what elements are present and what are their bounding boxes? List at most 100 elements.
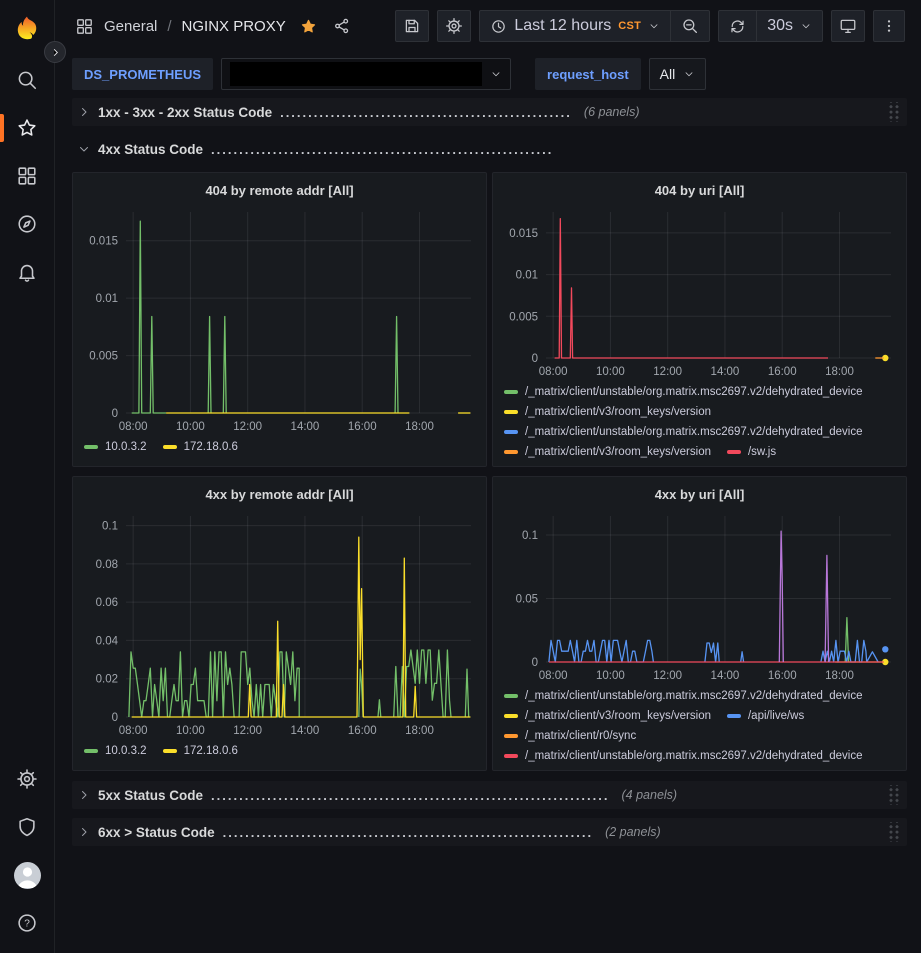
legend-item[interactable]: 172.18.0.6 xyxy=(162,437,238,457)
sidebar-item-alerting[interactable] xyxy=(0,248,54,296)
legend-item[interactable]: /_matrix/client/v3/room_keys/version xyxy=(504,706,711,726)
refresh-interval-picker[interactable]: 30s xyxy=(756,11,822,41)
timeseries-chart[interactable]: 0 0.005 0.01 0.015 08:00 10:00 12:00 14:00 16:00… xyxy=(500,202,899,460)
svg-text:14:00: 14:00 xyxy=(711,670,740,682)
time-picker-group: Last 12 hours CST xyxy=(479,10,711,42)
timeseries-chart[interactable]: 0 0.02 0.04 0.06 0.08 0.1 08:00 10:00 12:00 14:00… xyxy=(80,506,479,763)
zoom-out-button[interactable] xyxy=(670,11,709,41)
svg-text:0.02: 0.02 xyxy=(96,674,118,686)
legend-item[interactable]: /_matrix/client/unstable/org.matrix.msc2… xyxy=(504,382,863,402)
row-drag-handle-icon[interactable] xyxy=(887,785,899,805)
svg-text:0.01: 0.01 xyxy=(96,293,118,305)
svg-text:08:00: 08:00 xyxy=(539,670,568,682)
legend-item[interactable]: /sw.js xyxy=(726,442,776,460)
request-host-variable-label[interactable]: request_host xyxy=(535,58,641,90)
panel-title[interactable]: 404 by uri [All] xyxy=(654,182,745,198)
series-color-swatch xyxy=(504,450,518,454)
shield-icon xyxy=(16,816,38,838)
panel-title[interactable]: 4xx by remote addr [All] xyxy=(205,486,354,502)
row-leader-dots: ........................................… xyxy=(211,787,610,803)
series-name: 172.18.0.6 xyxy=(183,745,238,757)
row-panel-count: (4 panels) xyxy=(621,788,678,802)
svg-text:12:00: 12:00 xyxy=(233,421,262,433)
sidebar-item-server-admin[interactable] xyxy=(0,803,54,851)
sidebar: ? xyxy=(0,0,55,953)
series-name: /_matrix/client/unstable/org.matrix.msc2… xyxy=(525,690,863,702)
grafana-logo[interactable] xyxy=(0,0,54,56)
breadcrumb: General / NGINX PROXY xyxy=(75,17,395,36)
svg-text:0: 0 xyxy=(112,712,118,724)
explore-compass-icon xyxy=(16,213,38,235)
sidebar-expand-button[interactable] xyxy=(44,41,66,63)
svg-text:0: 0 xyxy=(112,408,118,420)
legend-item[interactable]: /_matrix/client/unstable/org.matrix.msc2… xyxy=(504,422,863,442)
dashboard-settings-button[interactable] xyxy=(437,10,472,42)
svg-text:08:00: 08:00 xyxy=(539,366,568,378)
series-name: /_matrix/client/r0/sync xyxy=(525,730,637,742)
kebab-menu-button[interactable] xyxy=(873,10,905,42)
row-leader-dots: ........................................… xyxy=(280,104,572,120)
legend-item[interactable]: /_matrix/client/v3/room_keys/version xyxy=(504,402,711,422)
panel-title[interactable]: 404 by remote addr [All] xyxy=(205,182,354,198)
legend-item[interactable]: /_matrix/client/unstable/org.matrix.msc2… xyxy=(504,746,863,764)
series-color-swatch xyxy=(504,430,518,434)
legend-item[interactable]: /api/live/ws xyxy=(726,706,805,726)
svg-text:0.01: 0.01 xyxy=(516,270,538,282)
sidebar-item-help[interactable]: ? xyxy=(0,899,54,947)
panel-title[interactable]: 4xx by uri [All] xyxy=(654,486,745,502)
legend-item[interactable]: 10.0.3.2 xyxy=(84,741,147,761)
sidebar-item-explore[interactable] xyxy=(0,200,54,248)
refresh-interval-label: 30s xyxy=(767,17,793,34)
dashboard-row-1xx-3xx-2xx[interactable]: 1xx - 3xx - 2xx Status Code ............… xyxy=(72,98,907,126)
legend-item[interactable]: /_matrix/client/v3/room_keys/version xyxy=(504,442,711,460)
legend-item[interactable]: /_matrix/client/unstable/org.matrix.msc2… xyxy=(504,686,863,706)
svg-text:16:00: 16:00 xyxy=(348,725,377,737)
share-icon[interactable] xyxy=(333,17,351,35)
tv-mode-button[interactable] xyxy=(831,10,865,42)
svg-text:0.015: 0.015 xyxy=(509,228,538,240)
datasource-variable-select[interactable] xyxy=(221,58,512,90)
series-color-swatch xyxy=(162,445,177,449)
clock-icon xyxy=(490,18,507,35)
breadcrumb-dashboard-title[interactable]: NGINX PROXY xyxy=(181,17,286,35)
request-host-variable-select[interactable]: All xyxy=(648,58,707,90)
svg-text:18:00: 18:00 xyxy=(405,421,434,433)
sidebar-item-dashboards[interactable] xyxy=(0,152,54,200)
svg-text:18:00: 18:00 xyxy=(825,366,854,378)
svg-text:14:00: 14:00 xyxy=(711,366,740,378)
sidebar-item-configuration[interactable] xyxy=(0,755,54,803)
sidebar-item-search[interactable] xyxy=(0,56,54,104)
dashboard-row-6xx[interactable]: 6xx > Status Code ......................… xyxy=(72,818,907,846)
dashboard-row-4xx[interactable]: 4xx Status Code ........................… xyxy=(72,135,907,163)
save-dashboard-button[interactable] xyxy=(395,10,430,42)
timeseries-chart[interactable]: 0 0.05 0.1 08:00 10:00 12:00 14:00 16:00 18:00 /… xyxy=(500,506,899,764)
series-color-swatch xyxy=(504,754,518,758)
kebab-menu-icon xyxy=(881,18,897,34)
timeseries-chart[interactable]: 0 0.005 0.01 0.015 08:00 10:00 12:00 14:00 16:00… xyxy=(80,202,479,459)
legend-item[interactable]: /_matrix/client/r0/sync xyxy=(504,726,636,746)
datasource-variable-label[interactable]: DS_PROMETHEUS xyxy=(72,58,214,90)
series-name: /api/live/ws xyxy=(747,710,805,722)
sidebar-top-group xyxy=(0,0,54,296)
refresh-button[interactable] xyxy=(719,11,756,41)
legend-item[interactable]: 172.18.0.6 xyxy=(162,741,238,761)
row-drag-handle-icon[interactable] xyxy=(887,822,899,842)
time-range-label: Last 12 hours xyxy=(514,17,612,34)
legend-item[interactable]: 10.0.3.2 xyxy=(84,437,147,457)
svg-text:10:00: 10:00 xyxy=(596,670,625,682)
series-color-swatch xyxy=(84,749,98,753)
breadcrumb-section[interactable]: General xyxy=(104,17,158,35)
time-range-picker[interactable]: Last 12 hours CST xyxy=(480,11,670,41)
series-name: /_matrix/client/unstable/org.matrix.msc2… xyxy=(525,386,863,398)
row-leader-dots: ........................................… xyxy=(222,824,594,840)
svg-text:0.005: 0.005 xyxy=(89,351,118,363)
favorite-star-icon[interactable] xyxy=(300,18,317,35)
toolbar-actions: Last 12 hours CST xyxy=(395,10,905,42)
sidebar-item-starred[interactable] xyxy=(0,104,54,152)
sidebar-item-profile[interactable] xyxy=(0,851,54,899)
sidebar-bottom-group: ? xyxy=(0,755,54,953)
svg-text:10:00: 10:00 xyxy=(176,421,205,433)
dashboard-row-5xx[interactable]: 5xx Status Code ........................… xyxy=(72,781,907,809)
row-drag-handle-icon[interactable] xyxy=(887,102,899,122)
gear-icon xyxy=(445,17,463,35)
